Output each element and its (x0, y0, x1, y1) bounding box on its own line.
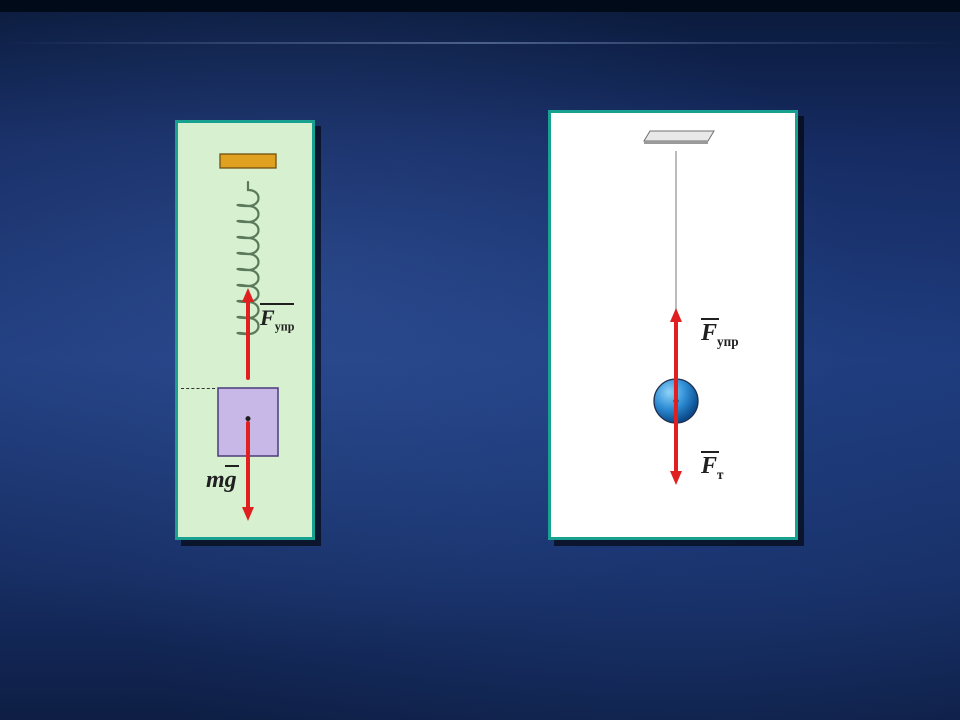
vector-overline (701, 451, 719, 453)
subscript-upr: упр (717, 334, 739, 349)
slide-top-rule (0, 42, 960, 44)
symbol-m: m (206, 467, 225, 493)
subscript-upr: упр (275, 319, 295, 333)
symbol-g: g (225, 467, 237, 493)
label-F-upr-right: Fупр (701, 320, 739, 350)
equilibrium-dash-line (181, 388, 215, 389)
slide-top-bar (0, 0, 960, 12)
pendulum-ball-diagram (551, 113, 801, 543)
symbol-F: F (701, 453, 717, 479)
symbol-F: F (260, 305, 275, 330)
symbol-F: F (701, 320, 717, 346)
label-F-t: Fт (701, 453, 724, 483)
subscript-t: т (717, 467, 723, 482)
spring-mass-diagram (178, 123, 318, 543)
label-F-upr-left: Fупр (260, 305, 294, 334)
vector-overline-g (225, 465, 239, 467)
vector-overline (701, 318, 719, 320)
left-diagram-panel: Fупр mg (175, 120, 315, 540)
right-diagram-panel: Fупр Fт (548, 110, 798, 540)
vector-overline (260, 303, 294, 305)
label-mg: mg (206, 467, 237, 494)
